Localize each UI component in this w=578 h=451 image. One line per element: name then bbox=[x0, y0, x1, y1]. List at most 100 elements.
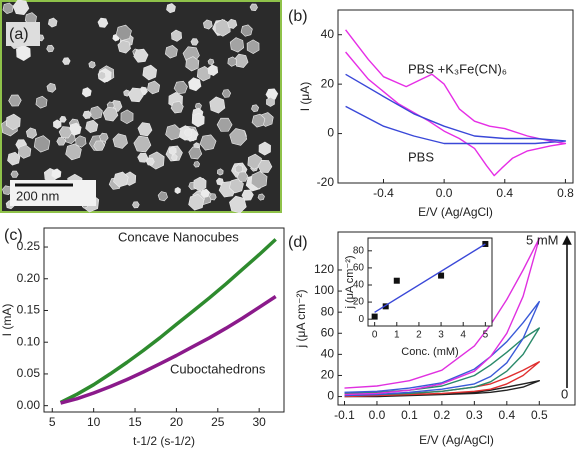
x-tick-label: 0.8 bbox=[557, 186, 574, 200]
y-tick-label: 100 bbox=[314, 283, 334, 297]
particle bbox=[191, 112, 205, 128]
particle bbox=[249, 3, 258, 12]
point bbox=[438, 272, 445, 279]
particle bbox=[216, 168, 224, 176]
annotation: PBS bbox=[408, 149, 434, 164]
y-tick-label: 0 bbox=[327, 389, 334, 403]
particle bbox=[209, 193, 217, 201]
particle bbox=[199, 134, 217, 151]
particle bbox=[168, 146, 177, 155]
particle bbox=[137, 122, 153, 137]
particle bbox=[188, 193, 205, 211]
panel-label: (c) bbox=[4, 227, 23, 244]
particle bbox=[170, 29, 183, 42]
particle bbox=[240, 24, 253, 37]
particle bbox=[132, 201, 140, 209]
x-tick-label: -0.1 bbox=[334, 408, 355, 422]
x-tick-label: 0.0 bbox=[436, 186, 453, 200]
y-tick-label: 0.15 bbox=[17, 303, 41, 317]
annotation: Concave Nanocubes bbox=[118, 229, 239, 244]
label-box bbox=[6, 22, 40, 46]
y-tick-label: 20 bbox=[321, 368, 335, 382]
particle bbox=[229, 37, 245, 53]
particle bbox=[112, 133, 128, 149]
point bbox=[382, 303, 389, 310]
y-tick-label: 40 bbox=[321, 347, 335, 361]
particle bbox=[62, 57, 71, 65]
curve bbox=[345, 29, 567, 177]
particle bbox=[33, 135, 51, 153]
particle bbox=[166, 3, 176, 14]
particle bbox=[120, 109, 134, 125]
curve bbox=[59, 238, 277, 405]
x-tick-label: 0.4 bbox=[498, 408, 515, 422]
x-tick-label: 0 bbox=[372, 330, 378, 341]
particle bbox=[59, 115, 67, 123]
y-axis-label: I (μA) bbox=[298, 82, 312, 112]
particle bbox=[165, 124, 182, 141]
particle bbox=[145, 157, 155, 166]
particle bbox=[7, 151, 21, 166]
particle bbox=[133, 48, 149, 63]
x-tick-label: 0.1 bbox=[401, 408, 418, 422]
particle bbox=[12, 0, 30, 16]
particle bbox=[5, 113, 21, 131]
plot-frame bbox=[337, 231, 576, 406]
x-tick-label: 15 bbox=[128, 415, 142, 429]
point bbox=[371, 313, 378, 320]
particle bbox=[17, 144, 32, 159]
particle bbox=[89, 105, 103, 120]
x-tick-label: -0.4 bbox=[373, 186, 394, 200]
particle bbox=[229, 195, 247, 214]
x-tick-label: 1 bbox=[394, 330, 400, 341]
annotation: 0 bbox=[561, 386, 568, 401]
x-tick-label: 4 bbox=[460, 330, 466, 341]
particle bbox=[227, 18, 238, 29]
particle bbox=[147, 80, 161, 95]
particle bbox=[233, 53, 249, 68]
y-tick-label: 20 bbox=[353, 297, 365, 308]
x-tick-label: 5 bbox=[483, 330, 489, 341]
y-tick-label: 0.10 bbox=[17, 334, 41, 348]
particle bbox=[190, 38, 199, 46]
scale-bar-label: 200 nm bbox=[16, 188, 59, 203]
particle bbox=[8, 94, 22, 107]
annotation: 5 mM bbox=[526, 232, 559, 247]
particle bbox=[209, 96, 226, 114]
y-tick-label: 80 bbox=[321, 304, 335, 318]
particle bbox=[193, 161, 201, 168]
panel-label: (d) bbox=[288, 234, 308, 251]
x-tick-label: 10 bbox=[87, 415, 101, 429]
curve bbox=[344, 300, 540, 397]
y-tick-label: 40 bbox=[321, 27, 335, 41]
y-tick-label: 60 bbox=[321, 325, 335, 339]
particle bbox=[207, 58, 215, 66]
particle bbox=[174, 187, 181, 194]
annotation: PBS +K₃Fe(CN)₆ bbox=[408, 61, 507, 76]
particle bbox=[53, 119, 62, 129]
particle bbox=[102, 106, 119, 122]
curve bbox=[344, 380, 540, 398]
particle bbox=[188, 146, 203, 160]
plot-frame bbox=[337, 9, 574, 184]
curve bbox=[345, 73, 567, 145]
y-tick-label: 120 bbox=[314, 262, 334, 276]
particle bbox=[183, 128, 193, 137]
x-tick-label: 3 bbox=[438, 330, 444, 341]
y-tick-label: 0.05 bbox=[17, 366, 41, 380]
curve bbox=[344, 327, 540, 397]
particle bbox=[85, 119, 99, 134]
particle bbox=[81, 87, 92, 98]
particle bbox=[229, 178, 244, 194]
y-tick-label: 80 bbox=[353, 245, 365, 256]
particle bbox=[164, 45, 178, 59]
particle bbox=[137, 152, 149, 163]
particle bbox=[46, 44, 55, 53]
particle bbox=[93, 140, 106, 151]
particle bbox=[58, 126, 73, 139]
x-tick-label: 0.0 bbox=[369, 408, 386, 422]
x-tick-label: 2 bbox=[416, 330, 422, 341]
curve bbox=[344, 237, 540, 396]
x-tick-label: 0.2 bbox=[434, 408, 451, 422]
particle bbox=[157, 191, 168, 202]
